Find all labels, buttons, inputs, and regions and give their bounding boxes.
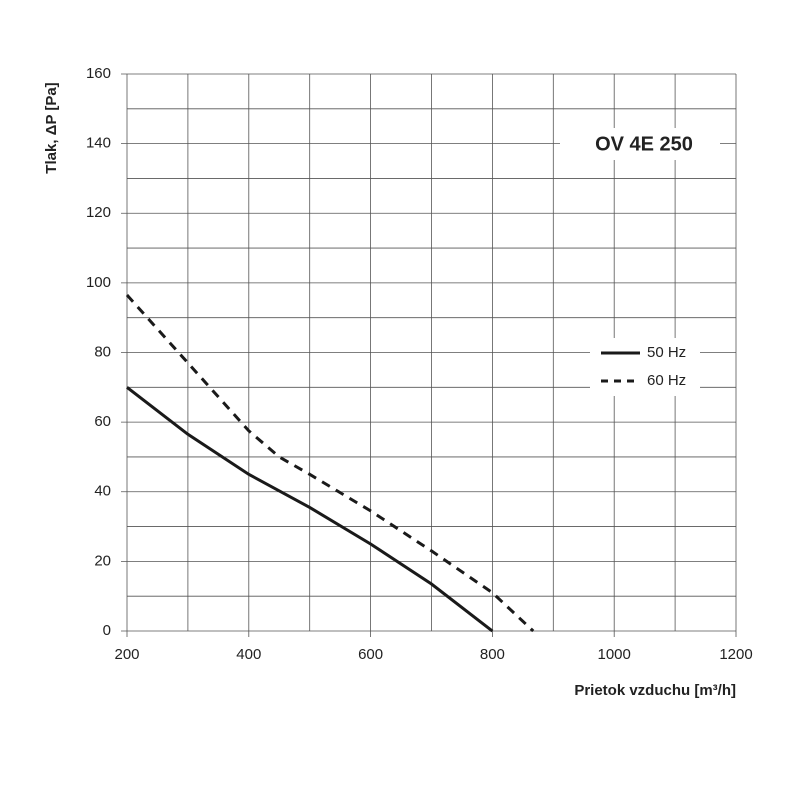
legend-label: 60 Hz <box>647 372 686 389</box>
x-axis-label: Prietok vzduchu [m³/h] <box>574 682 736 699</box>
y-tick-label: 60 <box>94 413 111 430</box>
y-tick-label: 20 <box>94 552 111 569</box>
legend-label: 50 Hz <box>647 344 686 361</box>
y-tick-label: 0 <box>103 622 111 639</box>
lines <box>125 294 535 633</box>
y-axis-label: Tlak, ΔP [Pa] <box>43 82 60 173</box>
x-tick-label: 800 <box>480 646 505 663</box>
y-tick-label: 160 <box>86 65 111 82</box>
y-tick-label: 40 <box>94 483 111 500</box>
x-tick-label: 1200 <box>719 646 752 663</box>
y-tick-label: 120 <box>86 204 111 221</box>
y-tick-label: 100 <box>86 274 111 291</box>
x-tick-label: 600 <box>358 646 383 663</box>
x-tick-label: 400 <box>236 646 261 663</box>
series-line <box>125 294 535 633</box>
legend-bg <box>590 338 700 396</box>
legend: 50 Hz 60 Hz <box>601 344 686 389</box>
series-line <box>126 386 494 633</box>
y-tick-label: 80 <box>94 343 111 360</box>
x-tick-label: 200 <box>114 646 139 663</box>
y-tick-label: 140 <box>86 135 111 152</box>
chart-title: OV 4E 250 <box>595 133 693 155</box>
title-bg <box>560 128 720 160</box>
x-tick-label: 1000 <box>598 646 631 663</box>
